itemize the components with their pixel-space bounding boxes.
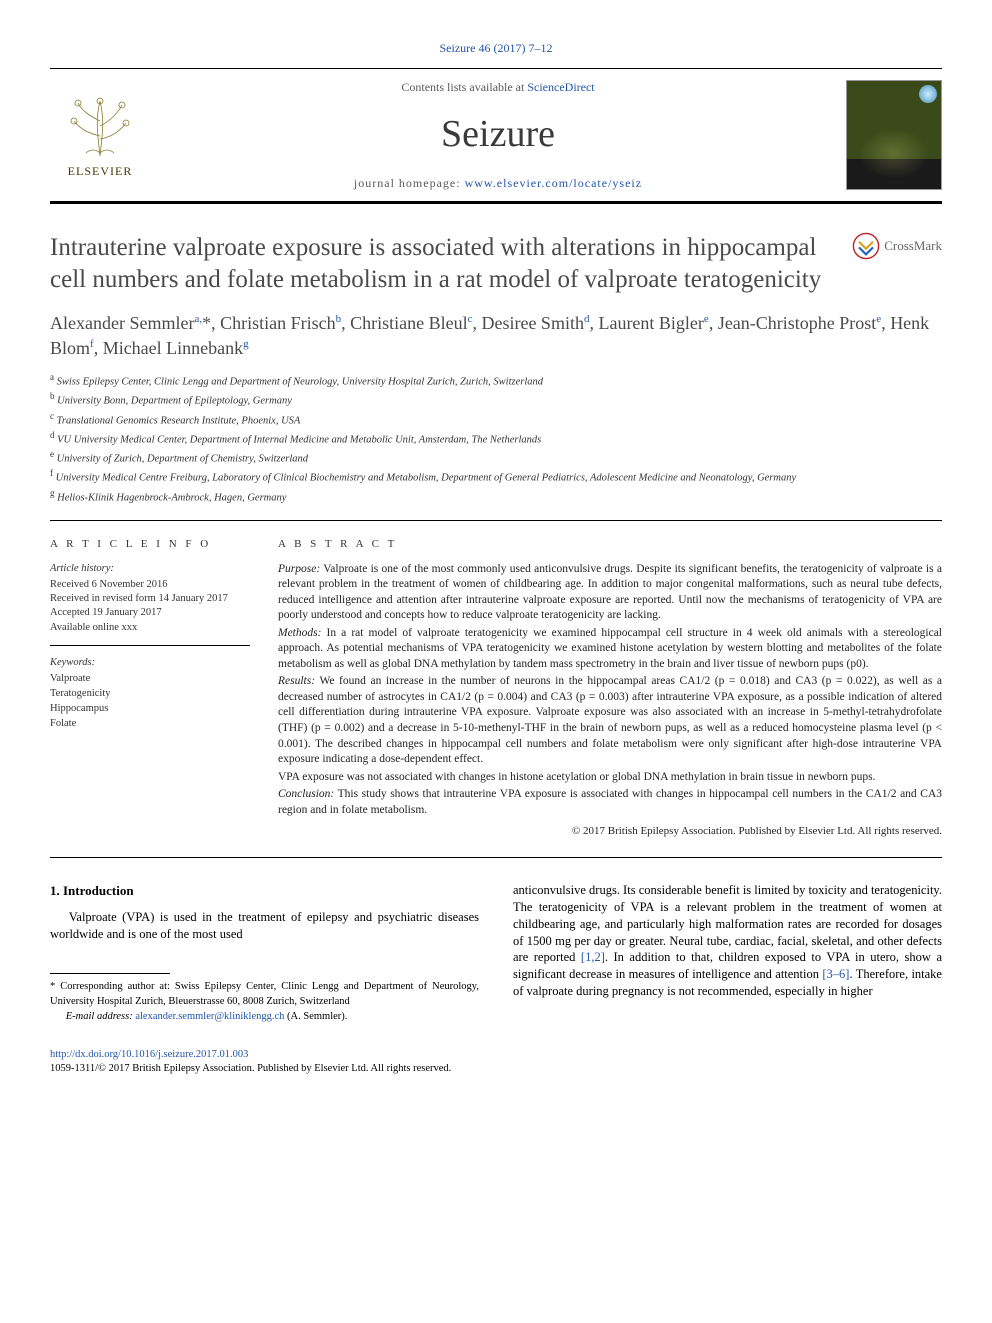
conclusion-text: This study shows that intrauterine VPA e… — [278, 788, 942, 816]
abstract-heading: A B S T R A C T — [278, 537, 942, 552]
purpose-label: Purpose: — [278, 563, 320, 575]
crossmark-badge[interactable]: CrossMark — [852, 232, 942, 260]
elsevier-logo: ELSEVIER — [50, 85, 150, 185]
results-label: Results: — [278, 675, 315, 687]
elsevier-tree-icon — [60, 91, 140, 161]
journal-homepage-line: journal homepage: www.elsevier.com/locat… — [150, 175, 846, 191]
abstract-methods: Methods: In a rat model of valproate ter… — [278, 626, 942, 673]
affiliation-item: b University Bonn, Department of Epilept… — [50, 390, 942, 409]
journal-reference: Seizure 46 (2017) 7–12 — [50, 40, 942, 56]
article-history-label: Article history: — [50, 562, 250, 576]
footnote-email-line: E-mail address: alexander.semmler@klinik… — [50, 1010, 479, 1025]
article-info-heading: A R T I C L E I N F O — [50, 537, 250, 552]
article-info-column: A R T I C L E I N F O Article history: R… — [50, 537, 250, 841]
abstract-purpose: Purpose: Valproate is one of the most co… — [278, 562, 942, 624]
section-heading-introduction: 1. Introduction — [50, 882, 479, 900]
affiliation-item: c Translational Genomics Research Instit… — [50, 410, 942, 429]
affiliation-item: a Swiss Epilepsy Center, Clinic Lengg an… — [50, 371, 942, 390]
email-label: E-mail address: — [66, 1011, 136, 1022]
homepage-prefix: journal homepage: — [354, 176, 465, 190]
history-item: Received in revised form 14 January 2017 — [50, 592, 250, 606]
methods-text: In a rat model of valproate teratogenici… — [278, 627, 942, 670]
affiliation-item: f University Medical Centre Freiburg, La… — [50, 467, 942, 486]
affiliation-item: g Helios-Klinik Hagenbrock-Ambrock, Hage… — [50, 487, 942, 506]
conclusion-label: Conclusion: — [278, 788, 334, 800]
body-paragraph: anticonvulsive drugs. Its considerable b… — [513, 882, 942, 1000]
divider — [50, 857, 942, 858]
article-history-block: Article history: Received 6 November 201… — [50, 562, 250, 646]
contents-prefix: Contents lists available at — [401, 80, 527, 94]
issn-copyright-line: 1059-1311/© 2017 British Epilepsy Associ… — [50, 1062, 942, 1076]
keyword: Folate — [50, 717, 250, 731]
journal-title: Seizure — [150, 109, 846, 160]
page-footer: http://dx.doi.org/10.1016/j.seizure.2017… — [50, 1048, 942, 1076]
journal-homepage-link[interactable]: www.elsevier.com/locate/yseiz — [465, 176, 643, 190]
results-text: We found an increase in the number of ne… — [278, 675, 942, 765]
body-paragraph: Valproate (VPA) is used in the treatment… — [50, 909, 479, 943]
abstract-results: Results: We found an increase in the num… — [278, 674, 942, 767]
abstract-conclusion: Conclusion: This study shows that intrau… — [278, 787, 942, 818]
keyword: Valproate — [50, 672, 250, 686]
keywords-label: Keywords: — [50, 656, 250, 670]
history-item: Available online xxx — [50, 621, 250, 635]
keyword: Hippocampus — [50, 702, 250, 716]
citation-link[interactable]: [1,2] — [581, 950, 605, 964]
purpose-text: Valproate is one of the most commonly us… — [278, 563, 942, 622]
elsevier-label: ELSEVIER — [68, 163, 133, 179]
history-item: Received 6 November 2016 — [50, 578, 250, 592]
journal-header: ELSEVIER Contents lists available at Sci… — [50, 68, 942, 204]
abstract-results-p2: VPA exposure was not associated with cha… — [278, 770, 942, 786]
crossmark-icon — [852, 232, 880, 260]
abstract-copyright: © 2017 British Epilepsy Association. Pub… — [278, 824, 942, 839]
authors-line: Alexander Semmlera,*, Christian Frischb,… — [50, 311, 942, 361]
history-item: Accepted 19 January 2017 — [50, 606, 250, 620]
sciencedirect-link[interactable]: ScienceDirect — [527, 80, 594, 94]
header-center: Contents lists available at ScienceDirec… — [150, 79, 846, 191]
crossmark-label: CrossMark — [884, 237, 942, 255]
email-suffix: (A. Semmler). — [284, 1011, 347, 1022]
affiliations-list: a Swiss Epilepsy Center, Clinic Lengg an… — [50, 371, 942, 506]
body-columns: 1. Introduction Valproate (VPA) is used … — [50, 882, 942, 1024]
affiliation-item: d VU University Medical Center, Departme… — [50, 429, 942, 448]
footnote-corr: * Corresponding author at: Swiss Epileps… — [50, 980, 479, 1009]
footnote-separator — [50, 973, 170, 974]
corresponding-author-footnote: * Corresponding author at: Swiss Epileps… — [50, 980, 479, 1024]
journal-cover-thumbnail — [846, 80, 942, 190]
methods-label: Methods: — [278, 627, 321, 639]
doi-link[interactable]: http://dx.doi.org/10.1016/j.seizure.2017… — [50, 1049, 248, 1060]
corresponding-email-link[interactable]: alexander.semmler@kliniklengg.ch — [135, 1011, 284, 1022]
divider — [50, 520, 942, 521]
contents-available-line: Contents lists available at ScienceDirec… — [150, 79, 846, 95]
citation-link[interactable]: [3–6] — [822, 967, 849, 981]
abstract-column: A B S T R A C T Purpose: Valproate is on… — [278, 537, 942, 841]
affiliation-item: e University of Zurich, Department of Ch… — [50, 448, 942, 467]
keyword: Teratogenicity — [50, 687, 250, 701]
article-title: Intrauterine valproate exposure is assoc… — [50, 232, 852, 297]
body-column-left: 1. Introduction Valproate (VPA) is used … — [50, 882, 479, 1024]
body-column-right: anticonvulsive drugs. Its considerable b… — [513, 882, 942, 1024]
